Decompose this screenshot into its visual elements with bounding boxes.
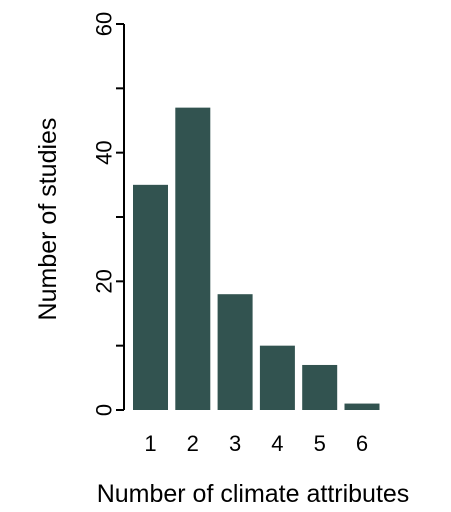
x-tick-label: 2: [187, 431, 199, 456]
x-tick-label: 6: [356, 431, 368, 456]
y-tick-label: 20: [92, 269, 117, 293]
bars: [133, 107, 380, 410]
y-tick-label: 40: [92, 140, 117, 164]
bar-5: [302, 364, 338, 410]
x-axis-tick-labels: 1 2 3 4 5 6: [144, 431, 368, 456]
y-axis: 0 20 40 60: [92, 12, 125, 416]
bar-3: [217, 294, 253, 410]
x-tick-label: 4: [271, 431, 283, 456]
x-tick-label: 3: [229, 431, 241, 456]
y-tick-label: 60: [92, 12, 117, 36]
bar-1: [133, 184, 168, 410]
x-tick-label: 5: [314, 431, 326, 456]
x-tick-label: 1: [144, 431, 156, 456]
bar-4: [259, 345, 295, 410]
y-axis-title: Number of studies: [34, 118, 62, 321]
y-tick-label: 0: [92, 404, 117, 416]
bar-6: [344, 403, 380, 410]
bar-2: [175, 107, 211, 410]
x-axis-title: Number of climate attributes: [97, 480, 410, 508]
